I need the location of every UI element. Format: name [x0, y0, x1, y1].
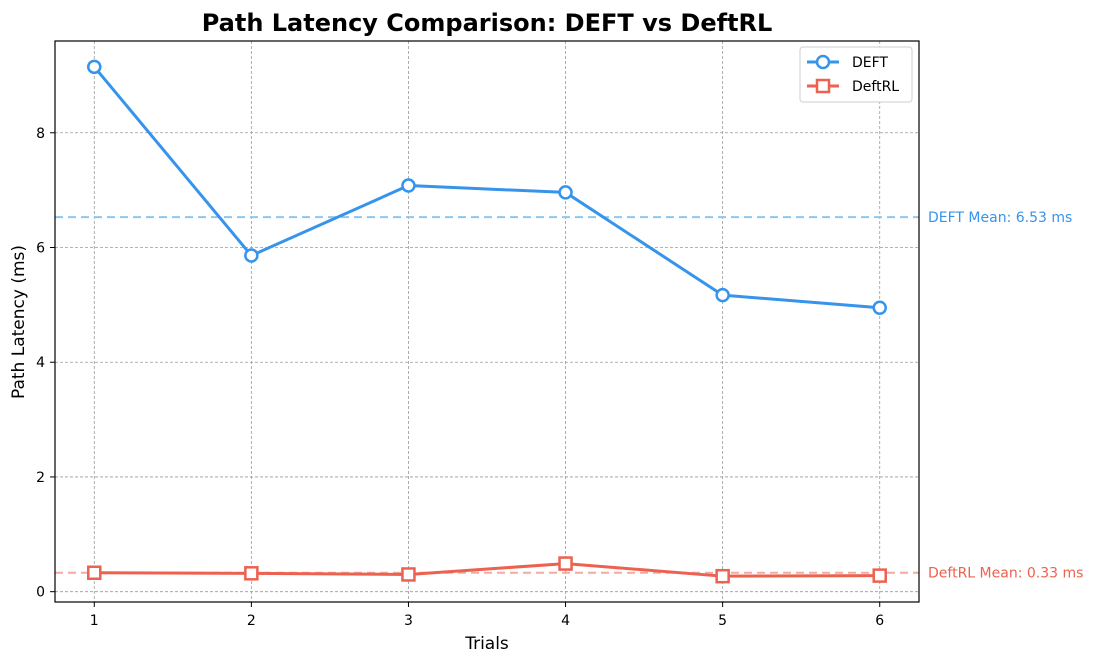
y-tick-label: 0 — [36, 585, 45, 601]
legend-label-deftrl: DeftRL — [852, 79, 899, 95]
x-tick-label: 3 — [404, 613, 413, 629]
x-tick-label: 4 — [561, 613, 570, 629]
series-line-deftrl — [94, 562, 880, 578]
y-tick-label: 6 — [36, 241, 45, 257]
mean-lines — [55, 216, 919, 574]
y-axis-label: Path Latency (ms) — [9, 245, 29, 399]
series-deft — [87, 59, 887, 315]
x-tick-label: 5 — [718, 613, 727, 629]
data-point — [244, 248, 259, 263]
plot-frame — [54, 40, 920, 603]
grid-lines — [55, 41, 919, 602]
data-point — [558, 556, 573, 571]
y-tick-label: 8 — [36, 126, 45, 142]
x-axis-label: Trials — [464, 634, 509, 654]
data-point — [401, 178, 416, 193]
series-deftrl — [87, 556, 887, 584]
data-point — [401, 567, 416, 582]
x-tick-label: 6 — [875, 613, 884, 629]
data-point — [872, 300, 887, 315]
data-point — [715, 568, 730, 584]
data-point — [244, 566, 259, 581]
legend-label-deft: DEFT — [852, 55, 888, 71]
chart-title: Path Latency Comparison: DEFT vs DeftRL — [202, 9, 773, 37]
y-tick-label: 2 — [36, 470, 45, 486]
x-axis-ticks: 1 2 3 4 5 6 — [90, 602, 884, 629]
mean-labels: DEFT Mean: 6.53 ms DeftRL Mean: 0.33 ms — [928, 210, 1083, 582]
series-layer — [87, 59, 887, 584]
data-point — [715, 287, 730, 303]
mean-label-deftrl: DeftRL Mean: 0.33 ms — [928, 566, 1083, 582]
y-axis-ticks: 0 2 4 6 8 — [36, 126, 55, 601]
legend: DEFT DeftRL — [799, 46, 913, 103]
legend-marker-square — [815, 78, 831, 94]
y-tick-label: 4 — [36, 355, 45, 371]
x-tick-label: 1 — [90, 613, 99, 629]
data-point — [872, 568, 887, 583]
legend-marker-circle — [815, 54, 831, 70]
mean-label-deft: DEFT Mean: 6.53 ms — [928, 210, 1072, 226]
data-point — [87, 59, 102, 75]
data-point — [558, 185, 573, 200]
x-tick-label: 2 — [247, 613, 256, 629]
series-line-deft — [93, 65, 880, 310]
data-point — [87, 565, 102, 580]
